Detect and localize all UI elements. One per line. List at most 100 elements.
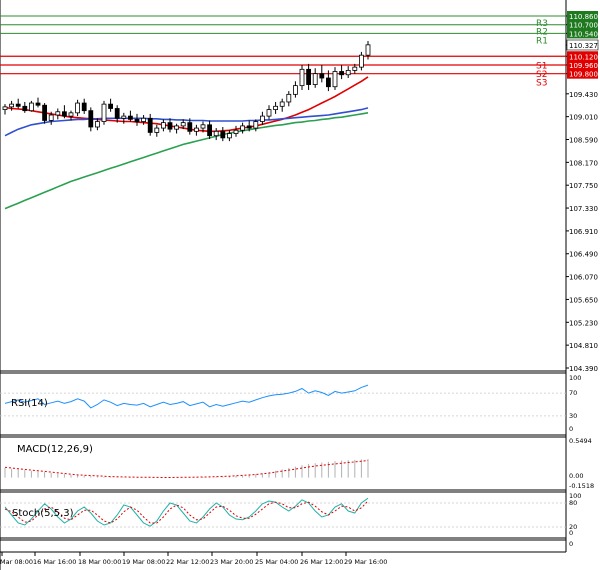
price-tick-label: 109.960 [569, 62, 598, 70]
candle-up [365, 44, 371, 56]
moving-average-line-3 [4, 112, 369, 210]
price-tick-label: 107.330 [569, 205, 598, 213]
price-tick-label: 106.910 [569, 228, 598, 236]
price-tick-label: 110.860 [569, 13, 598, 21]
candle-up [266, 109, 272, 117]
price-tick-label: 109.430 [569, 91, 598, 99]
price-tick-label: 110.700 [569, 22, 598, 30]
panel-frames [0, 0, 567, 570]
macd-label: MACD(12,26,9) [17, 444, 93, 455]
price-tick-label: 110.540 [569, 30, 598, 38]
candle-down [134, 118, 140, 122]
macd-tick-label: -0.1518 [569, 482, 594, 490]
candle-up [358, 54, 364, 68]
candle-down [42, 104, 47, 121]
stoch-label: Stoch(5,5,3) [12, 508, 74, 519]
rsi-panel: RSI(14) 100 70 30 0 [0, 374, 581, 433]
candle-down [325, 77, 331, 88]
candle-up [226, 133, 232, 139]
time-tick-label: 29 Mar 16:00 [344, 558, 387, 566]
empty-panel-tick-label: 0 [569, 540, 573, 548]
moving-average-line-1 [4, 76, 369, 133]
candle-up [240, 125, 246, 131]
candle-up [28, 102, 34, 112]
moving-average-line-2 [4, 107, 369, 137]
candle-up [55, 111, 61, 116]
candle-up [193, 127, 199, 132]
candle-up [279, 101, 285, 107]
price-tick-label: 110.120 [569, 53, 598, 61]
candle-down [339, 71, 345, 76]
candle-down [108, 103, 113, 109]
level-label-s1: S1 [536, 61, 547, 71]
candle-down [127, 115, 133, 120]
price-level-box [567, 68, 598, 79]
candle-up [68, 112, 74, 117]
stoch-tick-label: 0 [569, 529, 573, 537]
candle-down [22, 105, 28, 112]
candle-up [292, 85, 298, 95]
candle-up [233, 129, 239, 134]
candle-up [312, 73, 318, 85]
candle-down [207, 124, 213, 137]
level-label-s3: S3 [536, 79, 547, 89]
stoch-tick-label: 100 [569, 492, 581, 500]
stoch-tick-label: 20 [569, 523, 577, 531]
candle-down [35, 102, 41, 106]
price-tick-label: 106.490 [569, 251, 598, 259]
candle-up [75, 102, 80, 114]
stoch-main-line [4, 497, 369, 527]
candle-up [48, 114, 54, 121]
candle-up [2, 106, 8, 110]
candle-down [187, 122, 193, 132]
time-tick-label: 26 Mar 12:00 [300, 558, 343, 566]
level-label-r3: R3 [536, 19, 548, 29]
candle-up [259, 115, 265, 122]
rsi-tick-label: 100 [569, 374, 581, 382]
candle-up [101, 103, 107, 122]
candle-up [332, 71, 338, 88]
candle-down [147, 117, 153, 133]
price-tick-label: 109.010 [569, 114, 598, 122]
candle-down [220, 130, 226, 139]
candle-up [154, 127, 160, 133]
candle-up [299, 68, 305, 87]
stoch-tick-label: 80 [569, 499, 577, 507]
time-tick-label: 23 Mar 20:00 [210, 558, 253, 566]
candle-up [253, 121, 259, 129]
candle-up [95, 121, 100, 128]
price-tick-label: 108.170 [569, 159, 598, 167]
candle-up [200, 124, 206, 129]
price-level-box [567, 11, 598, 21]
rsi-label: RSI(14) [11, 398, 48, 409]
candle-up [121, 115, 127, 119]
stoch-signal-line [4, 500, 369, 524]
price-tick-label: 108.590 [569, 136, 598, 144]
time-tick-label: Mar 08:00 [0, 558, 33, 566]
macd-panel: MACD(12,26,9) 0.5494 0.00 -0.1518 [4, 437, 594, 490]
price-tick-label: 106.070 [569, 274, 598, 282]
rsi-tick-label: 0 [569, 425, 573, 433]
time-tick-label: 25 Mar 04:00 [255, 558, 298, 566]
rsi-tick-label: 30 [569, 412, 577, 420]
time-tick-label: 22 Mar 12:00 [166, 558, 209, 566]
candle-up [213, 130, 219, 137]
candle-up [180, 122, 186, 127]
level-label-r1: R1 [536, 36, 548, 46]
candle-up [345, 70, 351, 76]
current-price-label: 110.327 [569, 42, 598, 50]
rsi-line [4, 384, 369, 409]
time-tick-label: 19 Mar 08:00 [122, 558, 165, 566]
candle-up [352, 66, 358, 71]
price-level-box [567, 28, 598, 39]
candle-up [273, 105, 279, 110]
price-tick-label: 104.390 [569, 365, 598, 373]
candle-up [286, 93, 292, 103]
time-axis: Mar 08:00 16 Mar 16:00 18 Mar 00:00 19 Mar … [0, 552, 387, 566]
level-label-r2: R2 [536, 28, 548, 38]
time-tick-label: 18 Mar 00:00 [78, 558, 121, 566]
